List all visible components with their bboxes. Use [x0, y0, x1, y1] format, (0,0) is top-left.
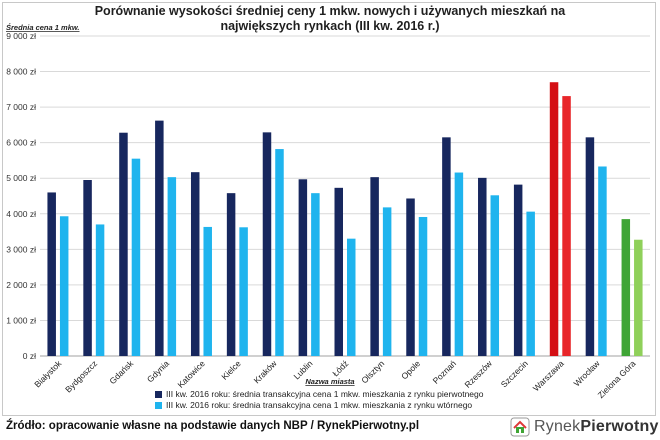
y-tick-label: 6 000 zł: [6, 138, 36, 148]
bar: [262, 132, 272, 356]
x-tick-label: Białystok: [32, 358, 64, 390]
y-tick-label: 1 000 zł: [6, 315, 36, 325]
bar: [83, 180, 92, 356]
legend-label: III kw. 2016 roku: średnia transakcyjna …: [166, 400, 472, 410]
bar: [634, 239, 643, 356]
x-axis-label: Nazwa miasta: [305, 377, 354, 386]
x-tick-label: Poznań: [431, 358, 459, 386]
bar: [382, 207, 392, 356]
y-tick-label: 8 000 zł: [6, 67, 36, 77]
logo-text: RynekPierwotny: [534, 418, 659, 436]
bar: [549, 82, 559, 356]
bar: [119, 132, 128, 356]
x-tick-label: Kraków: [252, 358, 280, 386]
bar: [131, 158, 141, 356]
bar: [203, 226, 212, 356]
bar: [47, 192, 56, 356]
bar: [190, 172, 200, 356]
bar: [513, 184, 523, 356]
legend-label: III kw. 2016 roku: średnia transakcyjna …: [166, 389, 484, 399]
bar: [406, 198, 415, 356]
chart-title: Porównanie wysokości średniej ceny 1 mkw…: [94, 4, 566, 33]
legend-swatch: [155, 391, 162, 398]
y-tick-label: 3 000 zł: [6, 244, 36, 254]
bar: [621, 219, 631, 356]
chart-frame: [2, 2, 656, 416]
x-tick-label: Rzeszów: [462, 358, 494, 390]
bar: [598, 166, 607, 356]
x-tick-label: Kielce: [219, 358, 243, 382]
x-tick-label: Gdańsk: [107, 358, 135, 386]
logo-text-part2: Pierwotny: [580, 418, 659, 435]
y-tick-label: 2 000 zł: [6, 280, 36, 290]
x-tick-label: Łódź: [330, 358, 350, 378]
bar: [490, 195, 500, 356]
x-tick-label: Szczecin: [499, 358, 530, 389]
house-icon: [510, 417, 530, 437]
x-tick-label: Warszawa: [531, 358, 566, 393]
x-tick-label: Katowice: [175, 358, 207, 390]
logo-text-part1: Rynek: [534, 418, 581, 435]
bar: [239, 227, 248, 356]
x-tick-label: Bydgoszcz: [63, 358, 99, 394]
bar: [334, 187, 343, 356]
bar: [478, 177, 487, 356]
bar: [562, 96, 571, 356]
bar: [95, 224, 105, 356]
bar: [454, 172, 464, 356]
bar: [585, 137, 595, 356]
bar: [526, 211, 535, 356]
bar: [347, 238, 356, 356]
source-note: Źródło: opracowanie własne na podstawie …: [6, 420, 420, 432]
x-tick-label: Opole: [399, 358, 422, 381]
bar: [418, 216, 428, 356]
bar: [226, 193, 236, 356]
bar: [155, 120, 164, 356]
y-tick-label: 5 000 zł: [6, 173, 36, 183]
bar: [275, 149, 284, 356]
brand-logo[interactable]: RynekPierwotny: [510, 416, 659, 438]
y-tick-label: 0 zł: [23, 351, 36, 361]
x-tick-label: Olsztyn: [359, 358, 386, 385]
x-tick-label: Gdynia: [145, 358, 171, 384]
bar: [311, 193, 320, 356]
y-tick-label: 4 000 zł: [6, 209, 36, 219]
y-axis-label: Średnia cena 1 mkw.: [6, 23, 80, 32]
bar: [442, 137, 451, 356]
x-tick-label: Zielona Góra: [596, 358, 638, 400]
bar: [370, 177, 379, 356]
bar: [167, 177, 177, 356]
x-tick-label: Wrocław: [572, 358, 603, 389]
bar: [298, 179, 308, 356]
legend-swatch: [155, 402, 162, 409]
bar: [59, 216, 69, 356]
y-tick-label: 9 000 zł: [6, 31, 36, 41]
y-tick-label: 7 000 zł: [6, 102, 36, 112]
